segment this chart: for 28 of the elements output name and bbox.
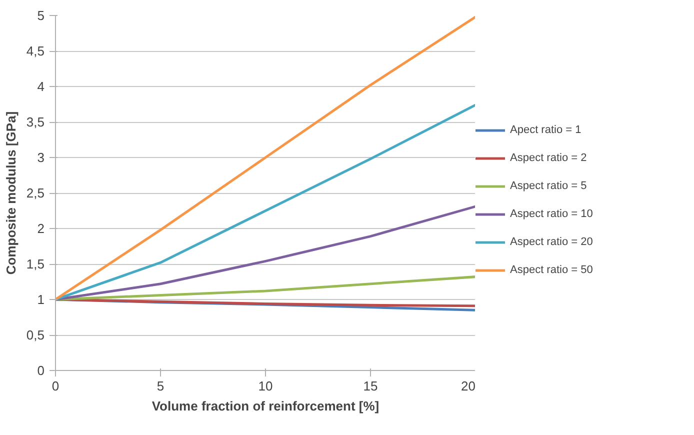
legend-label: Aspect ratio = 50 xyxy=(510,264,593,276)
y-axis-title: Composite modulus [GPa] xyxy=(3,111,18,275)
y-tick-label: 0 xyxy=(37,363,45,378)
line-series xyxy=(56,205,475,301)
x-tick-label: 15 xyxy=(363,378,378,394)
y-tick-label: 1 xyxy=(37,292,45,307)
y-tick-label: 3 xyxy=(37,150,45,165)
y-tick-label: 2 xyxy=(37,221,45,236)
line-series xyxy=(56,104,475,301)
legend-label: Aspect ratio = 2 xyxy=(510,152,587,164)
legend-label: Apect ratio = 1 xyxy=(510,124,582,136)
legend-label: Aspect ratio = 5 xyxy=(510,180,587,192)
legend-label: Aspect ratio = 10 xyxy=(510,208,593,220)
y-tick-label: 5 xyxy=(37,8,45,23)
y-tick-label: 0,5 xyxy=(26,328,45,342)
y-tick-label: 3,5 xyxy=(26,114,45,130)
line-series xyxy=(56,16,475,301)
x-tick-label: 5 xyxy=(156,378,164,394)
y-tick-label: 4 xyxy=(37,79,45,94)
line-series xyxy=(56,298,475,308)
x-tick-label: 10 xyxy=(258,378,273,394)
y-tick-label: 4,5 xyxy=(26,44,45,58)
y-tick-label: 2,5 xyxy=(26,186,45,200)
y-tick-label: 1,5 xyxy=(26,256,45,272)
legend-label: Aspect ratio = 20 xyxy=(510,236,593,248)
x-tick-label: 20 xyxy=(461,378,476,394)
x-axis-title: Volume fraction of reinforcement [%] xyxy=(152,398,380,414)
x-tick-label: 0 xyxy=(52,378,60,394)
